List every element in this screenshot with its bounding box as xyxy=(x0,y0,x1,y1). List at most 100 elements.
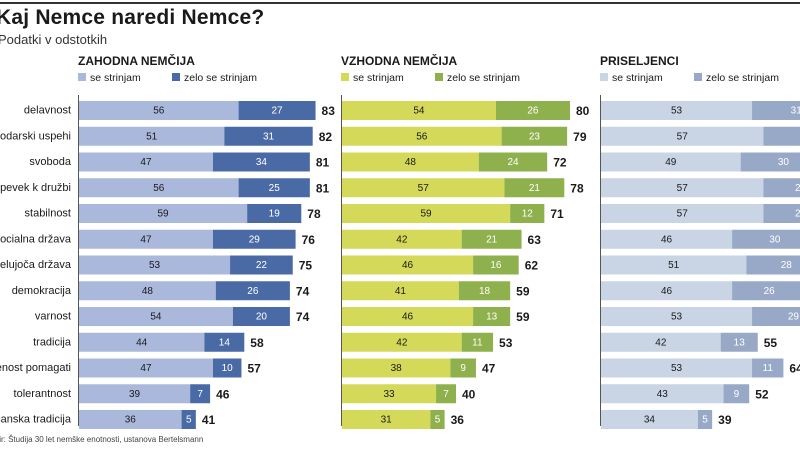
category-label: gospodarski uspehi xyxy=(0,130,71,142)
legend-swatch xyxy=(694,73,702,81)
value-label-strongly-agree: 5 xyxy=(435,415,441,426)
bar-segment-strongly-agree xyxy=(458,281,511,301)
bar-segment-agree xyxy=(79,384,191,404)
bar-segment-strongly-agree xyxy=(247,204,302,223)
value-label-strongly-agree: 26 xyxy=(795,183,800,194)
value-label-strongly-agree: 20 xyxy=(256,312,268,323)
value-label-agree: 39 xyxy=(129,389,141,400)
value-label-strongly-agree: 13 xyxy=(486,312,498,323)
bar-segment-strongly-agree xyxy=(504,178,565,198)
category-label: pripravljenost pomagati xyxy=(0,362,71,374)
value-label-agree: 47 xyxy=(140,234,152,245)
panel-heading: PRISELJENCI xyxy=(600,54,679,68)
category-label: stabilnost xyxy=(25,208,71,220)
bar-segment-strongly-agree xyxy=(752,358,784,378)
value-label-agree: 53 xyxy=(671,106,683,117)
value-label-agree: 46 xyxy=(402,312,414,323)
bar-segment-agree xyxy=(79,229,213,249)
value-label-strongly-agree: 9 xyxy=(734,389,740,400)
value-label-agree: 46 xyxy=(661,234,673,245)
value-label-agree: 53 xyxy=(671,363,683,374)
legend-label: se strinjam xyxy=(90,72,141,84)
total-label: 52 xyxy=(755,387,769,401)
value-label-strongly-agree: 9 xyxy=(460,363,466,374)
bar-segment-agree xyxy=(79,101,239,120)
bar-segment-strongly-agree xyxy=(720,332,758,352)
bar-segment-strongly-agree xyxy=(740,152,800,172)
value-label-strongly-agree: 11 xyxy=(763,363,774,374)
bar-segment-strongly-agree xyxy=(232,307,290,326)
total-label: 71 xyxy=(550,207,564,221)
legend-label: se strinjam xyxy=(612,72,663,84)
bar-segment-agree xyxy=(342,410,431,429)
value-label-agree: 51 xyxy=(146,131,158,142)
bar-segment-strongly-agree xyxy=(436,384,456,404)
total-label: 75 xyxy=(299,259,313,273)
value-label-agree: 42 xyxy=(396,337,408,348)
legend-label: zelo se strinjam xyxy=(184,72,257,84)
legend-label: se strinjam xyxy=(353,72,404,84)
bar-segment-agree xyxy=(79,332,205,352)
value-label-strongly-agree: 23 xyxy=(529,131,541,142)
bar-segment-agree xyxy=(601,178,764,198)
category-label: tradicija xyxy=(33,336,72,348)
value-label-agree: 33 xyxy=(383,389,395,400)
bar-segment-strongly-agree xyxy=(230,255,293,275)
panel-heading: ZAHODNA NEMČIJA xyxy=(78,53,195,68)
value-label-strongly-agree: 34 xyxy=(256,157,268,168)
legend-label: zelo se strinjam xyxy=(447,72,520,84)
value-label-strongly-agree: 13 xyxy=(734,337,746,348)
bar-segment-strongly-agree xyxy=(732,281,800,301)
bar-segment-strongly-agree xyxy=(495,101,570,120)
bar-segment-strongly-agree xyxy=(461,229,522,249)
bar-segment-strongly-agree xyxy=(501,126,568,146)
value-label-strongly-agree: 7 xyxy=(197,389,203,400)
total-label: 81 xyxy=(316,181,330,195)
legend-swatch xyxy=(435,73,443,81)
total-label: 58 xyxy=(250,336,264,350)
bar-segment-strongly-agree xyxy=(450,358,476,378)
value-label-strongly-agree: 26 xyxy=(247,286,259,297)
total-label: 62 xyxy=(525,259,539,273)
bar-segment-strongly-agree xyxy=(238,178,310,198)
value-label-agree: 43 xyxy=(657,389,669,400)
bar-segment-agree xyxy=(601,332,721,352)
bar-segment-strongly-agree xyxy=(212,229,296,249)
bar-segment-strongly-agree xyxy=(746,255,800,275)
value-label-strongly-agree: 31 xyxy=(263,131,275,142)
bar-segment-agree xyxy=(342,204,511,223)
total-label: 59 xyxy=(516,310,530,324)
bar-segment-strongly-agree xyxy=(430,410,445,429)
category-label: prispevek k družbi xyxy=(0,182,71,194)
value-label-agree: 41 xyxy=(395,286,407,297)
total-label: 79 xyxy=(573,130,587,144)
value-label-agree: 57 xyxy=(677,131,689,142)
bar-segment-strongly-agree xyxy=(473,255,519,275)
bar-segment-agree xyxy=(342,307,474,326)
bar-segment-agree xyxy=(601,281,733,301)
bar-segment-agree xyxy=(342,332,462,352)
total-label: 53 xyxy=(499,336,513,350)
bar-segment-strongly-agree xyxy=(478,152,548,172)
value-label-agree: 48 xyxy=(405,157,417,168)
total-label: 64 xyxy=(789,362,800,376)
bar-segment-strongly-agree xyxy=(473,307,511,326)
category-label: delavnost xyxy=(24,105,71,117)
value-label-strongly-agree: 31 xyxy=(791,106,800,117)
value-label-agree: 44 xyxy=(136,337,148,348)
value-label-agree: 38 xyxy=(391,363,403,374)
bar-segment-strongly-agree xyxy=(763,204,800,223)
bar-segment-strongly-agree xyxy=(238,101,316,120)
value-label-agree: 54 xyxy=(150,312,162,323)
bar-segment-agree xyxy=(601,384,724,404)
value-label-strongly-agree: 21 xyxy=(529,183,541,194)
value-label-strongly-agree: 22 xyxy=(256,260,268,271)
top-rule xyxy=(0,2,800,4)
legend-swatch xyxy=(78,73,86,81)
value-label-strongly-agree: 16 xyxy=(490,260,502,271)
value-label-agree: 57 xyxy=(418,183,430,194)
bar-segment-agree xyxy=(342,126,502,146)
value-label-agree: 53 xyxy=(671,312,683,323)
value-label-agree: 57 xyxy=(677,209,689,220)
